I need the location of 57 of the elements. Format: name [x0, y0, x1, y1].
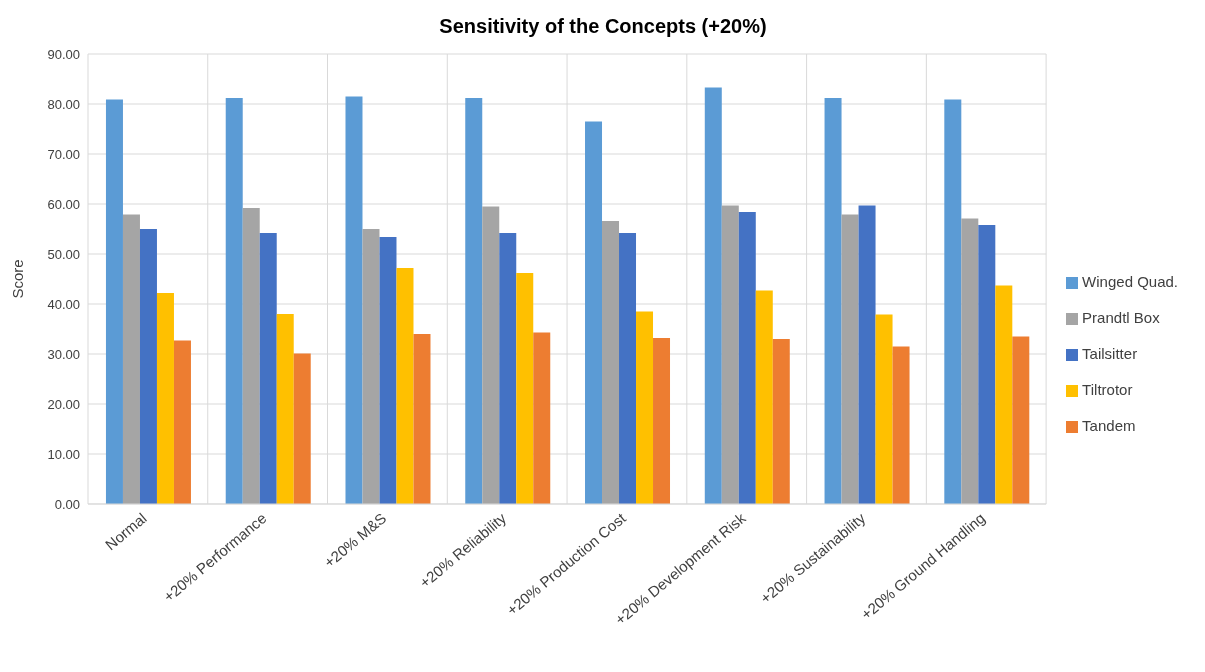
bar — [602, 221, 620, 504]
bar — [636, 311, 654, 504]
legend-label: Tailsitter — [1082, 345, 1138, 362]
y-tick-label: 0.00 — [54, 496, 80, 512]
bar — [276, 314, 294, 504]
bar — [995, 285, 1013, 504]
bar — [105, 99, 123, 504]
y-axis-title: Score — [9, 259, 27, 299]
bar — [824, 98, 842, 504]
bar — [619, 233, 637, 504]
bar — [978, 225, 996, 504]
y-tick-label: 30.00 — [47, 346, 80, 362]
bar — [1012, 336, 1030, 504]
bar — [875, 314, 893, 504]
bar — [738, 212, 756, 504]
bar — [259, 233, 277, 504]
bar — [772, 339, 790, 504]
y-tick-label: 50.00 — [47, 246, 80, 262]
bar — [465, 98, 483, 504]
bar — [173, 340, 191, 504]
bar — [242, 208, 260, 504]
bar — [156, 293, 174, 504]
bar — [858, 205, 876, 504]
legend-label: Tiltrotor — [1082, 381, 1133, 398]
bar — [396, 268, 414, 504]
bar — [961, 218, 979, 504]
bar — [499, 233, 517, 504]
bar — [704, 87, 722, 504]
bar — [362, 229, 380, 504]
y-tick-label: 10.00 — [47, 446, 80, 462]
bar — [755, 290, 773, 504]
y-tick-label: 20.00 — [47, 396, 80, 412]
bar — [841, 214, 859, 504]
bar — [379, 237, 397, 504]
bar — [122, 214, 140, 504]
legend-label: Prandtl Box — [1082, 309, 1160, 326]
y-tick-label: 90.00 — [47, 46, 80, 62]
bar — [482, 206, 500, 504]
y-tick-label: 60.00 — [47, 196, 80, 212]
bar — [293, 353, 311, 504]
bar — [413, 334, 431, 504]
legend-label: Tandem — [1082, 417, 1136, 434]
bar — [533, 332, 551, 504]
bar — [516, 273, 534, 504]
bar — [345, 96, 363, 504]
y-tick-label: 70.00 — [47, 146, 80, 162]
bar — [653, 338, 671, 504]
bar — [944, 99, 962, 504]
bar — [139, 229, 157, 504]
y-tick-label: 40.00 — [47, 296, 80, 312]
y-tick-label: 80.00 — [47, 96, 80, 112]
bar — [225, 98, 243, 504]
bar — [721, 205, 739, 504]
bar — [585, 121, 603, 504]
bar — [892, 346, 910, 504]
chart-title: Sensitivity of the Concepts (+20%) — [438, 14, 768, 39]
legend-label: Winged Quad. — [1082, 273, 1178, 290]
